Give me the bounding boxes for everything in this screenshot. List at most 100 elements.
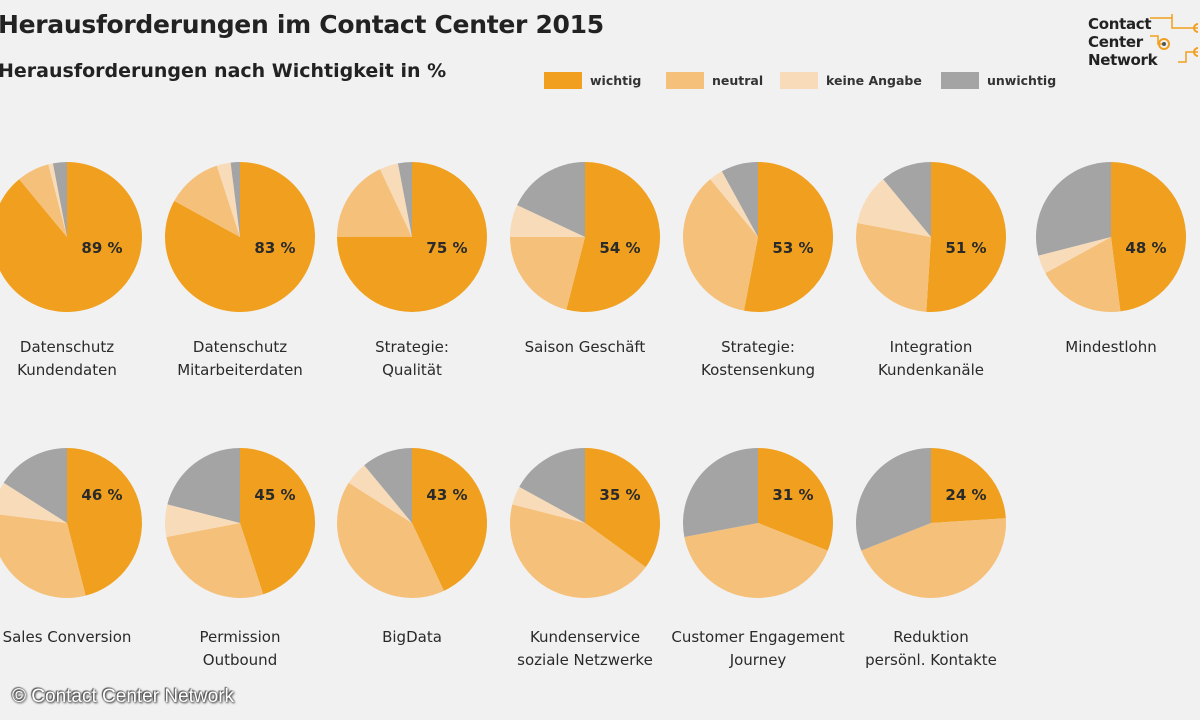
- pie-category-label: Kundendaten: [17, 361, 117, 379]
- pie-slice-neutral: [337, 482, 444, 598]
- pie-chart: 35 % Kundenservice soziale Netzwerke: [510, 448, 661, 669]
- pie-slice-wichtig: [743, 162, 834, 312]
- pie-value-label: 51 %: [945, 239, 986, 257]
- pie-slice-wichtig: [758, 448, 833, 551]
- pie-value-label: 46 %: [81, 486, 122, 504]
- pie-category-label: Outbound: [203, 651, 277, 669]
- pie-slice-neutral: [337, 169, 412, 237]
- pie-slice-wichtig: [240, 448, 316, 595]
- pie-slice-wichtig: [931, 448, 1006, 523]
- pie-category-label: Kundenkanäle: [878, 361, 984, 379]
- pie-chart: 45 % Permission Outbound: [165, 448, 316, 669]
- legend-swatch: [666, 71, 704, 89]
- pie-chart: 43 % BigData: [337, 448, 487, 646]
- pie-category-label: Kostensenkung: [701, 361, 815, 379]
- pie-slice-unwichtig: [397, 162, 412, 237]
- pie-slice-unwichtig: [683, 448, 758, 538]
- chart-subtitle: Herausforderungen nach Wichtigkeit in %: [0, 60, 447, 82]
- pie-category-label: Integration: [890, 338, 973, 356]
- pie-slice-keine-angabe: [348, 465, 412, 523]
- legend-item-keine-angabe: keine Angabe: [780, 70, 922, 90]
- pie-category-label: Kundenservice: [530, 628, 640, 646]
- pie-category-label: soziale Netzwerke: [517, 651, 653, 669]
- pie-category-label: Qualität: [382, 361, 442, 379]
- pie-slice-unwichtig: [856, 448, 931, 551]
- pie-slice-neutral: [684, 523, 828, 598]
- pie-value-label: 43 %: [426, 486, 467, 504]
- pie-slice-unwichtig: [1036, 162, 1111, 256]
- pie-chart: 31 % Customer Engagement Journey: [671, 448, 845, 669]
- logo-circuit-icon: [1150, 14, 1198, 63]
- pie-slice-unwichtig: [52, 162, 67, 237]
- pie-slice-unwichtig: [519, 448, 585, 523]
- pie-slice-neutral: [166, 523, 264, 599]
- pie-slice-neutral: [1045, 237, 1121, 313]
- pie-slice-neutral: [174, 165, 240, 237]
- legend-swatch: [780, 71, 818, 89]
- pie-slice-unwichtig: [3, 448, 67, 523]
- contact-center-network-logo: Contact Center Network: [1088, 14, 1198, 74]
- pie-category-label: Mindestlohn: [1065, 338, 1156, 356]
- pie-slice-wichtig: [585, 448, 661, 568]
- pie-slice-wichtig: [1111, 162, 1187, 312]
- pie-category-label: BigData: [382, 628, 442, 646]
- pie-chart: 89 % Datenschutz Kundendaten: [0, 162, 142, 379]
- pie-slice-neutral: [510, 504, 646, 598]
- legend-item-unwichtig: unwichtig: [941, 70, 1056, 90]
- pie-slice-keine-angabe: [512, 486, 585, 523]
- pie-slice-wichtig: [0, 162, 142, 312]
- pie-category-label: Customer Engagement: [671, 628, 844, 646]
- chart-title: Herausforderungen im Contact Center 2015: [0, 10, 604, 39]
- pie-value-label: 83 %: [254, 239, 295, 257]
- legend-item-neutral: neutral: [666, 70, 763, 90]
- pie-category-label: Strategie:: [375, 338, 449, 356]
- pie-value-label: 54 %: [599, 239, 640, 257]
- pie-slice-unwichtig: [517, 162, 585, 237]
- pie-slice-wichtig: [412, 448, 487, 591]
- pie-category-label: Reduktion: [893, 628, 968, 646]
- pie-slice-keine-angabe: [0, 482, 67, 523]
- pie-chart: 46 % Sales Conversion: [0, 448, 142, 646]
- pie-slice-keine-angabe: [710, 171, 758, 237]
- pie-slice-unwichtig: [230, 161, 240, 237]
- pie-slice-neutral: [19, 164, 67, 237]
- pie-value-label: 48 %: [1125, 239, 1166, 257]
- pie-chart: 24 % Reduktion persönl. Kontakte: [856, 448, 1006, 669]
- pie-value-label: 53 %: [772, 239, 813, 257]
- pie-category-label: Journey: [729, 651, 787, 669]
- pie-slice-wichtig: [566, 162, 661, 312]
- pie-category-label: Datenschutz: [193, 338, 287, 356]
- pie-chart: 48 % Mindestlohn: [1036, 162, 1187, 356]
- pie-slice-unwichtig: [883, 162, 931, 237]
- pie-slice-unwichtig: [167, 448, 240, 523]
- pie-slice-keine-angabe: [1038, 237, 1111, 274]
- logo-text-line: Contact: [1088, 15, 1152, 33]
- copyright-watermark: © Contact Center Network: [12, 686, 235, 707]
- pie-chart: 75 % Strategie: Qualität: [337, 162, 487, 379]
- logo-text-line: Network: [1088, 51, 1158, 69]
- legend-label: wichtig: [590, 72, 642, 88]
- pie-slice-keine-angabe: [216, 162, 240, 237]
- pie-value-label: 89 %: [81, 239, 122, 257]
- pie-slice-keine-angabe: [165, 504, 240, 538]
- pie-category-label: Strategie:: [721, 338, 795, 356]
- pie-slice-keine-angabe: [48, 163, 67, 237]
- pie-category-label: Permission: [200, 628, 281, 646]
- pie-slice-neutral: [856, 222, 931, 312]
- logo-text-line: Center: [1088, 33, 1143, 51]
- pie-chart: 83 % Datenschutz Mitarbeiterdaten: [165, 161, 316, 379]
- pie-chart: 54 % Saison Geschäft: [510, 162, 661, 356]
- pie-slice-keine-angabe: [380, 163, 412, 237]
- pie-slice-unwichtig: [721, 162, 758, 237]
- pie-category-label: Mitarbeiterdaten: [177, 361, 303, 379]
- pie-category-label: persönl. Kontakte: [865, 651, 997, 669]
- legend-label: unwichtig: [987, 72, 1057, 88]
- legend-swatch: [941, 71, 979, 89]
- pie-slice-wichtig: [926, 162, 1007, 313]
- legend-label: keine Angabe: [826, 72, 922, 88]
- pie-slice-neutral: [0, 514, 86, 598]
- pie-slice-wichtig: [165, 162, 316, 312]
- pie-value-label: 31 %: [772, 486, 813, 504]
- pie-slice-neutral: [510, 237, 585, 310]
